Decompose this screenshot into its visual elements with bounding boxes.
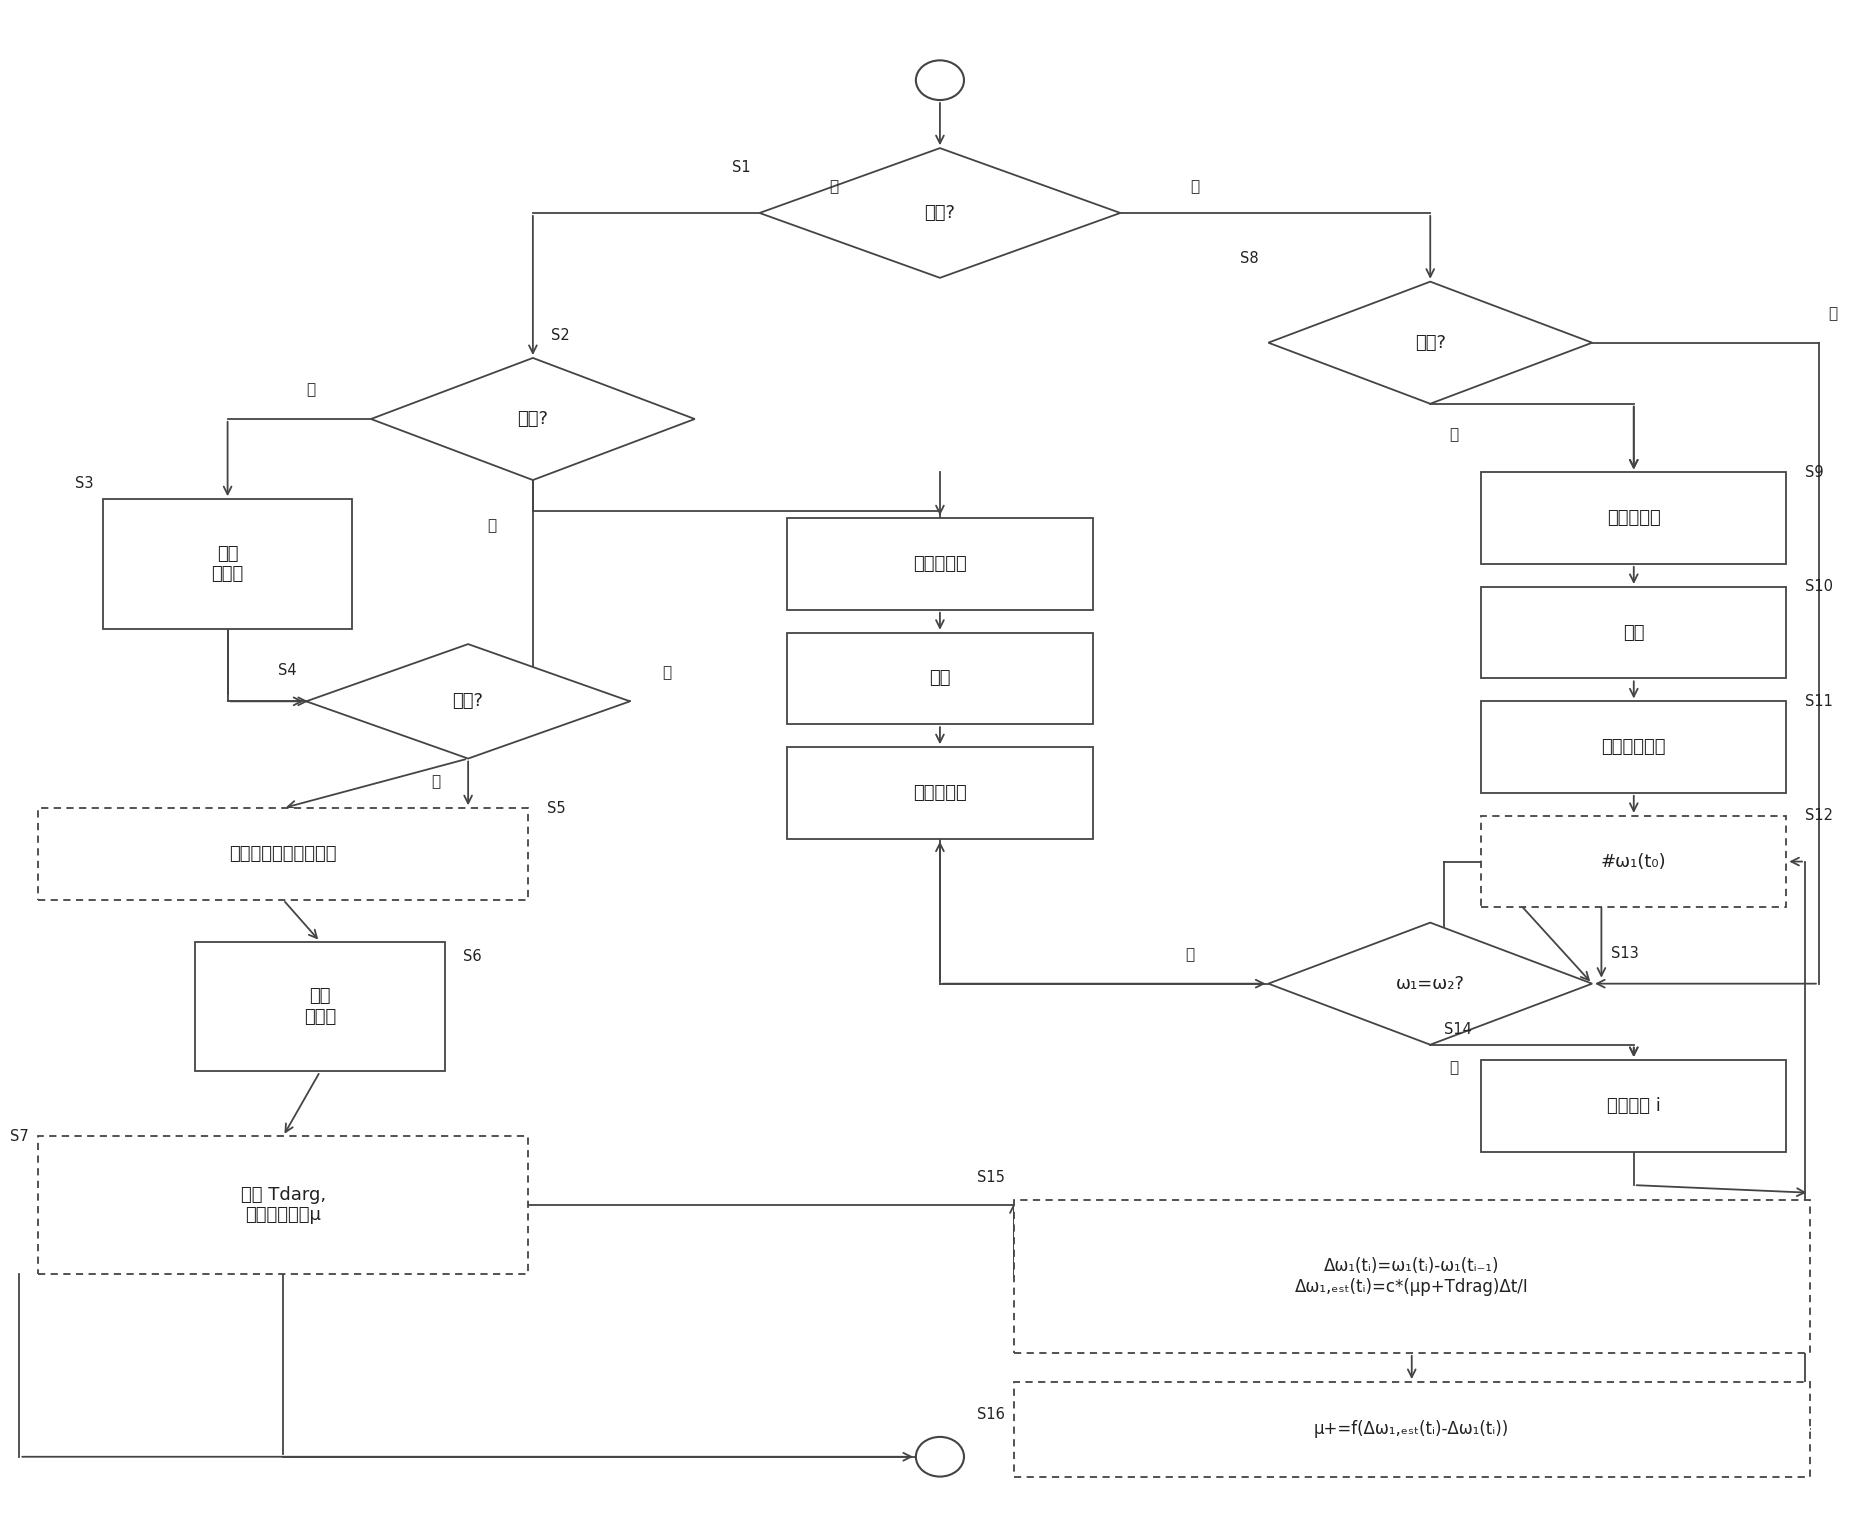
FancyBboxPatch shape (1015, 1200, 1810, 1354)
Text: 返回
促动器: 返回 促动器 (303, 987, 337, 1026)
Text: S8: S8 (1241, 251, 1260, 266)
Text: S11: S11 (1805, 695, 1833, 708)
Text: 记录促动器位置，温度: 记录促动器位置，温度 (230, 845, 337, 862)
FancyBboxPatch shape (37, 808, 528, 899)
Text: 滑行?: 滑行? (517, 410, 548, 428)
Circle shape (915, 1437, 964, 1477)
Text: S10: S10 (1805, 579, 1833, 594)
Text: S3: S3 (75, 476, 94, 491)
FancyBboxPatch shape (1481, 1060, 1786, 1152)
FancyBboxPatch shape (1481, 816, 1786, 907)
Text: 换挡?: 换挡? (925, 203, 955, 222)
FancyBboxPatch shape (1015, 1381, 1810, 1477)
Text: 换挡: 换挡 (1623, 624, 1644, 642)
Text: S14: S14 (1443, 1023, 1471, 1036)
Polygon shape (760, 148, 1119, 277)
Text: S16: S16 (977, 1406, 1005, 1421)
Text: μ+=f(Δω₁,ₑₛₜ(tᵢ)-Δω₁(tᵢ)): μ+=f(Δω₁,ₑₛₜ(tᵢ)-Δω₁(tᵢ)) (1314, 1420, 1509, 1438)
FancyBboxPatch shape (1481, 701, 1786, 793)
FancyBboxPatch shape (788, 747, 1093, 839)
Text: S4: S4 (279, 664, 298, 679)
Text: 是: 是 (1191, 180, 1198, 194)
Text: 是: 是 (431, 775, 440, 788)
Text: 打开离合器: 打开离合器 (1606, 510, 1660, 527)
FancyBboxPatch shape (37, 1137, 528, 1274)
FancyBboxPatch shape (195, 941, 446, 1072)
Polygon shape (1269, 922, 1593, 1044)
Text: S6: S6 (464, 950, 483, 964)
Text: S13: S13 (1610, 946, 1638, 961)
Text: 否: 否 (829, 180, 839, 194)
Text: 计算 Tdarg,
离合器压力，μ: 计算 Tdarg, 离合器压力，μ (240, 1186, 326, 1224)
Text: 升档?: 升档? (1415, 334, 1445, 351)
FancyBboxPatch shape (788, 633, 1093, 724)
Text: S1: S1 (732, 160, 751, 176)
Text: S5: S5 (547, 801, 565, 816)
Text: S15: S15 (977, 1170, 1005, 1186)
Text: 闭合步骤 i: 闭合步骤 i (1606, 1096, 1660, 1115)
FancyBboxPatch shape (1481, 473, 1786, 564)
Text: 否: 否 (663, 665, 672, 681)
Text: 是: 是 (1185, 947, 1194, 962)
Text: 打开离合器: 打开离合器 (914, 554, 966, 573)
Text: 是: 是 (307, 382, 316, 397)
Text: ω₁=ω₂?: ω₁=ω₂? (1397, 975, 1464, 993)
Circle shape (915, 60, 964, 100)
Text: S12: S12 (1805, 808, 1833, 824)
Text: S9: S9 (1805, 465, 1823, 480)
FancyBboxPatch shape (103, 499, 352, 628)
Text: 换挡: 换挡 (929, 670, 951, 687)
FancyBboxPatch shape (788, 517, 1093, 610)
FancyBboxPatch shape (1481, 587, 1786, 679)
Text: 打滑?: 打滑? (453, 693, 483, 710)
Text: 抽回
促动器: 抽回 促动器 (212, 545, 243, 584)
Polygon shape (1269, 282, 1593, 403)
Text: #ω₁(t₀): #ω₁(t₀) (1601, 853, 1666, 870)
Text: 是: 是 (1449, 427, 1458, 442)
Text: 否: 否 (487, 519, 496, 533)
Text: 闭合离合器: 闭合离合器 (914, 784, 966, 802)
Text: S7: S7 (9, 1129, 28, 1144)
Text: 否: 否 (1449, 1060, 1458, 1075)
Polygon shape (371, 357, 695, 480)
Polygon shape (307, 644, 631, 759)
Text: Δω₁(tᵢ)=ω₁(tᵢ)-ω₁(tᵢ₋₁)
Δω₁,ₑₛₜ(tᵢ)=c*(μp+Tdrag)Δt/I: Δω₁(tᵢ)=ω₁(tᵢ)-ω₁(tᵢ₋₁) Δω₁,ₑₛₜ(tᵢ)=c*(μ… (1295, 1257, 1529, 1297)
Text: 闭合到吻合点: 闭合到吻合点 (1602, 738, 1666, 756)
Text: S2: S2 (552, 328, 571, 343)
Text: 否: 否 (1829, 306, 1836, 322)
